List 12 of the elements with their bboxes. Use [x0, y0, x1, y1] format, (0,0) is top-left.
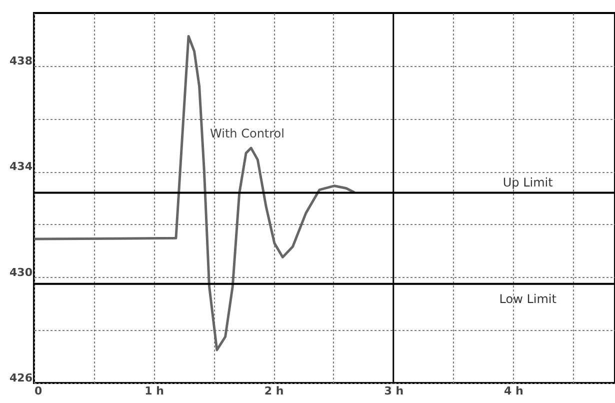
x-tick-label: 3 h	[384, 384, 404, 398]
x-tick-label: 1 h	[144, 384, 164, 398]
x-tick-label: 0	[34, 384, 42, 398]
y-tick-label: 426	[10, 372, 33, 384]
ref-line-label: Low Limit	[499, 292, 557, 306]
x-tick-label: 4 h	[504, 384, 524, 398]
ref-line-label: Up Limit	[502, 176, 554, 190]
annotation: With Control	[210, 126, 284, 140]
y-tick-label: 434	[10, 160, 33, 174]
y-tick-label: 430	[10, 266, 33, 279]
y-tick-label: 438	[10, 54, 32, 68]
x-tick-label: 2 h	[264, 384, 284, 398]
